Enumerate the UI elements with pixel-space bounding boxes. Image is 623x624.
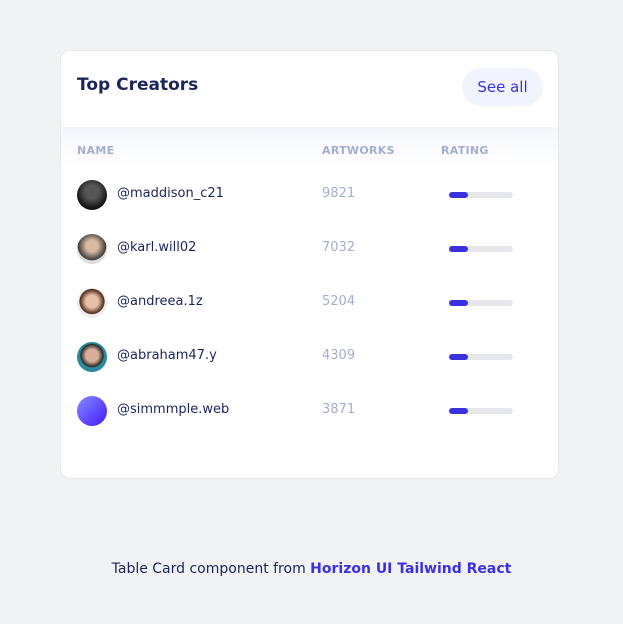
- rating-track: [449, 354, 513, 360]
- artworks-count: 9821: [322, 186, 356, 201]
- header-shade: [61, 127, 558, 167]
- rating-track: [449, 192, 513, 198]
- rating-bar: [449, 192, 469, 198]
- avatar: [77, 342, 107, 372]
- creator-name: @abraham47.y: [117, 348, 217, 363]
- rating-bar: [449, 408, 469, 414]
- footer-text: Table Card component from: [111, 561, 306, 577]
- artworks-count: 3871: [322, 402, 356, 417]
- artworks-count: 4309: [322, 348, 356, 363]
- rating-track: [449, 300, 513, 306]
- creator-name: @andreea.1z: [117, 294, 203, 309]
- rating-bar: [449, 354, 469, 360]
- avatar: [77, 288, 107, 318]
- see-all-button[interactable]: See all: [462, 68, 543, 106]
- avatar: [77, 396, 107, 426]
- avatar: [77, 234, 107, 264]
- footer-link[interactable]: Horizon UI Tailwind React: [310, 561, 512, 577]
- artworks-count: 7032: [322, 240, 356, 255]
- avatar: [77, 180, 107, 210]
- card-title: Top Creators: [77, 75, 199, 95]
- table-card: Top Creators See all NAME ARTWORKS RATING @…: [60, 50, 559, 479]
- column-header: NAME: [77, 144, 115, 157]
- rating-bar: [449, 300, 469, 306]
- creator-name: @karl.will02: [117, 240, 197, 255]
- creator-name: @maddison_c21: [117, 186, 224, 201]
- rating-track: [449, 246, 513, 252]
- rating-bar: [449, 246, 469, 252]
- creator-name: @simmmple.web: [117, 402, 230, 417]
- artworks-count: 5204: [322, 294, 356, 309]
- rating-track: [449, 408, 513, 414]
- column-header: RATING: [441, 144, 489, 157]
- column-header: ARTWORKS: [322, 144, 395, 157]
- footer: Table Card component from Horizon UI Tai…: [0, 561, 623, 577]
